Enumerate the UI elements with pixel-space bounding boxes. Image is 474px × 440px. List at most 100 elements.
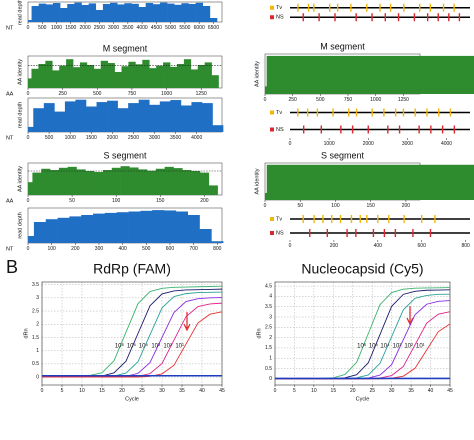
x-axis-name: NT	[6, 246, 14, 252]
x-tick-label: 250	[289, 97, 298, 103]
x-tick-label: 0	[27, 25, 30, 31]
area-segment	[88, 3, 97, 23]
area-segment	[197, 64, 205, 88]
series-label: 10¹	[175, 343, 184, 349]
area-segment	[138, 7, 146, 22]
area-segment	[269, 55, 344, 94]
figure-label: B	[6, 257, 18, 277]
area-segment	[188, 4, 196, 22]
x-tick-label: 40	[428, 388, 434, 394]
y-tick-label: 0.5	[265, 366, 272, 372]
area-segment	[104, 212, 118, 243]
area-segment	[79, 62, 88, 88]
x-tick-label: 700	[189, 246, 198, 252]
track-label: NS	[276, 127, 284, 133]
x-tick-label: 0	[264, 203, 267, 209]
area-segment	[111, 167, 121, 195]
area-segment	[85, 106, 97, 132]
area-segment	[176, 64, 185, 88]
x-tick-label: 15	[99, 388, 105, 394]
area-segment	[117, 108, 129, 132]
x-tick-label: 1250	[196, 91, 207, 97]
panel-title: M segment	[103, 43, 148, 53]
area-segment	[204, 62, 212, 88]
x-tick-label: 20	[350, 388, 356, 394]
area-segment	[173, 168, 183, 195]
x-tick-label: 35	[408, 388, 414, 394]
area-segment	[191, 102, 203, 132]
x-tick-label: 2000	[107, 135, 118, 141]
x-tick-label: 500	[142, 246, 151, 252]
area-segment	[38, 3, 47, 22]
x-tick-label: 0	[27, 198, 30, 204]
x-axis-name: AA	[6, 198, 14, 204]
legend-swatch	[270, 127, 274, 132]
y-tick-label: 2	[269, 335, 272, 341]
x-tick-label: 1000	[324, 141, 335, 147]
area-segment	[116, 212, 129, 243]
series-label: 10²	[404, 343, 413, 349]
series-label: 10³	[393, 343, 402, 349]
legend-swatch	[270, 5, 274, 10]
panel-title: S segment	[321, 150, 365, 160]
track-label: NS	[276, 15, 284, 21]
area-segment	[102, 170, 113, 195]
x-tick-label: 2500	[128, 135, 139, 141]
x-tick-label: 1000	[161, 91, 172, 97]
y-axis-label: read depth	[17, 212, 23, 238]
area-segment	[152, 4, 161, 22]
area-segment	[114, 72, 122, 88]
arrow	[406, 306, 414, 326]
x-tick-label: 4000	[137, 25, 148, 31]
area-segment	[201, 103, 213, 132]
x-tick-label: 6000	[194, 25, 205, 31]
x-tick-label: 200	[330, 243, 339, 249]
area-segment	[159, 101, 171, 132]
x-tick-label: 1500	[65, 25, 76, 31]
x-tick-label: 750	[344, 97, 353, 103]
x-tick-label: 45	[447, 388, 453, 394]
y-tick-label: 0	[269, 376, 272, 382]
area-segment	[211, 75, 219, 88]
area-segment	[28, 236, 35, 243]
area-segment	[60, 8, 68, 22]
y-tick-label: 0.5	[32, 361, 39, 367]
area-segment	[156, 65, 164, 88]
x-tick-label: 5	[61, 388, 64, 394]
area-segment	[32, 172, 42, 195]
y-tick-label: 2.5	[32, 308, 39, 314]
x-tick-label: 500	[45, 135, 54, 141]
x-axis-label: Cycle	[356, 396, 370, 402]
y-tick-label: 1	[36, 348, 39, 354]
y-tick-label: 4.5	[265, 283, 272, 289]
x-tick-label: 200	[200, 198, 209, 204]
area-segment	[67, 4, 75, 22]
area-segment	[180, 105, 192, 132]
area-segment	[163, 62, 171, 88]
area-segment	[128, 103, 140, 132]
legend-swatch	[270, 110, 274, 115]
legend-swatch	[270, 15, 274, 20]
plot-frame	[274, 281, 451, 386]
x-tick-label: 25	[139, 388, 145, 394]
area-segment	[181, 3, 189, 22]
area-segment	[138, 99, 150, 132]
y-axis-label: read depth	[17, 102, 23, 128]
area-segment	[33, 108, 45, 132]
series-label: 10⁴	[139, 342, 149, 349]
panel-title: RdRp (FAM)	[93, 261, 171, 277]
x-tick-label: 1000	[51, 25, 62, 31]
x-tick-label: 4000	[441, 141, 452, 147]
area-segment	[128, 211, 141, 243]
area-segment	[94, 171, 104, 195]
x-tick-label: 150	[156, 198, 165, 204]
series-label: 10⁶	[357, 342, 367, 349]
area-segment	[64, 101, 76, 132]
area-segment	[208, 185, 218, 195]
track-label: Tv	[276, 110, 282, 116]
x-tick-label: 100	[47, 246, 56, 252]
area-segment	[152, 210, 165, 243]
panel-title: Nucleocapsid (Cy5)	[301, 261, 423, 277]
area-segment	[142, 59, 150, 88]
